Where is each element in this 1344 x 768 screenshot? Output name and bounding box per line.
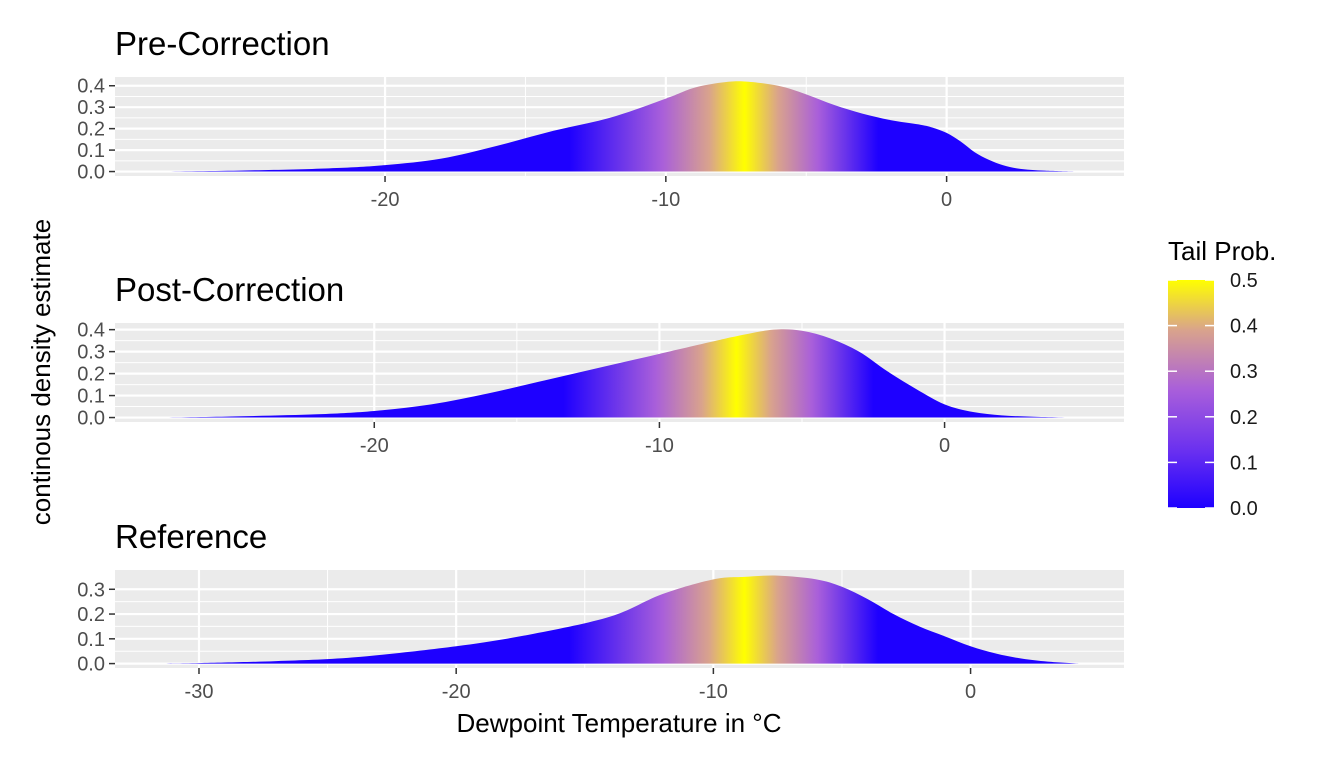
legend-label: 0.3 (1230, 361, 1258, 383)
legend-label: 0.5 (1230, 270, 1258, 292)
x-tick-label: 0 (939, 435, 950, 457)
legend-label: 0.2 (1230, 407, 1258, 429)
legend-label: 0.0 (1230, 498, 1258, 520)
x-axis-title: Dewpoint Temperature in °C (457, 708, 782, 738)
legend-colorbar (1168, 280, 1214, 508)
y-tick-label: 0.3 (77, 579, 105, 601)
panel-title: Post-Correction (115, 271, 344, 308)
x-tick-label: 0 (941, 189, 952, 211)
panel-2: Post-Correction 0.00.10.20.30.4 -20 -10 0 (77, 271, 1124, 457)
legend-label: 0.4 (1230, 316, 1258, 338)
density-area (160, 81, 1079, 172)
y-tick-label: 0.3 (77, 342, 105, 364)
x-tick-label: -10 (699, 681, 728, 703)
y-axis-title: continous density estimate (26, 219, 56, 525)
x-tick-label: -10 (645, 435, 674, 457)
panel-title: Reference (115, 518, 267, 555)
density-area (160, 329, 1079, 418)
x-tick-label: -30 (185, 681, 214, 703)
y-tick-label: 0.2 (77, 364, 105, 386)
x-tick-label: -20 (360, 435, 389, 457)
y-tick-label: 0.3 (77, 97, 105, 119)
y-tick-label: 0.1 (77, 629, 105, 651)
x-tick-label: 0 (965, 681, 976, 703)
legend: Tail Prob. 0.5 0.4 0.3 0.2 0.1 0.0 (1168, 236, 1276, 520)
y-tick-label: 0.4 (77, 320, 105, 342)
x-tick-label: -20 (371, 189, 400, 211)
x-tick-label: -20 (442, 681, 471, 703)
panel-1: Pre-Correction 0.00.10.20.30.4 -20 -10 0 (77, 25, 1124, 211)
x-tick-label: -10 (651, 189, 680, 211)
y-tick-label: 0.0 (77, 162, 105, 184)
panel-3: Reference 0.0 0.1 0.2 0.3 -30 -20 -10 0 (77, 518, 1124, 703)
legend-label: 0.1 (1230, 452, 1258, 474)
y-tick-label: 0.4 (77, 76, 105, 98)
legend-title: Tail Prob. (1168, 236, 1276, 266)
y-tick-label: 0.2 (77, 119, 105, 141)
y-tick-label: 0.1 (77, 140, 105, 162)
y-tick-label: 0.0 (77, 408, 105, 430)
density-area (160, 575, 1079, 664)
y-tick-label: 0.2 (77, 604, 105, 626)
panel-title: Pre-Correction (115, 25, 330, 62)
y-tick-label: 0.0 (77, 654, 105, 676)
y-tick-label: 0.1 (77, 386, 105, 408)
